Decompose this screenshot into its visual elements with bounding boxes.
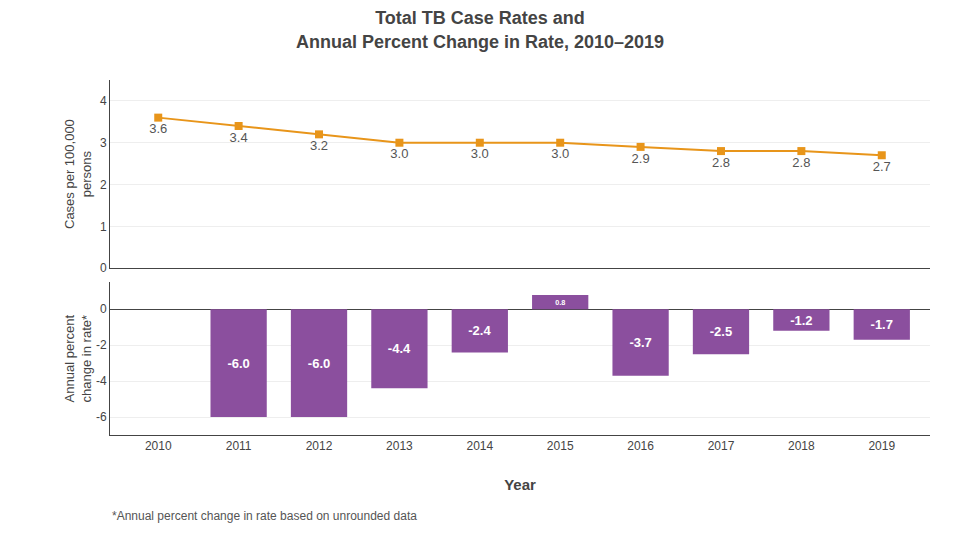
svg-text:-4.4: -4.4 (388, 341, 411, 356)
svg-text:3.4: 3.4 (230, 130, 248, 145)
svg-text:2019: 2019 (868, 439, 895, 453)
svg-text:2.9: 2.9 (632, 151, 650, 166)
svg-text:3.0: 3.0 (471, 146, 489, 161)
svg-text:3.0: 3.0 (551, 146, 569, 161)
svg-text:-2: -2 (96, 338, 107, 352)
svg-text:-1.2: -1.2 (790, 313, 812, 328)
svg-text:Total TB Case Rates andAnnual: Total TB Case Rates andAnnual Percent Ch… (296, 8, 664, 51)
svg-text:Year: Year (504, 476, 536, 493)
svg-text:Annual percentchange in rate*: Annual percentchange in rate* (62, 315, 94, 403)
svg-text:-6.0: -6.0 (308, 356, 330, 371)
svg-text:4: 4 (100, 94, 107, 108)
svg-text:2016: 2016 (627, 439, 654, 453)
svg-text:-4: -4 (96, 374, 107, 388)
svg-text:2.8: 2.8 (792, 155, 810, 170)
svg-text:Cases per 100,000persons: Cases per 100,000persons (62, 119, 94, 229)
svg-text:*Annual percent change in rate: *Annual percent change in rate based on … (112, 509, 417, 523)
svg-text:-6.0: -6.0 (227, 356, 249, 371)
svg-text:3.6: 3.6 (149, 121, 167, 136)
svg-text:2.8: 2.8 (712, 155, 730, 170)
svg-text:3.0: 3.0 (390, 146, 408, 161)
svg-text:0: 0 (100, 302, 107, 316)
svg-text:2.7: 2.7 (873, 159, 891, 174)
svg-text:2017: 2017 (708, 439, 735, 453)
svg-text:-6: -6 (96, 410, 107, 424)
svg-text:2014: 2014 (466, 439, 493, 453)
svg-text:2015: 2015 (547, 439, 574, 453)
svg-text:-2.4: -2.4 (468, 323, 491, 338)
svg-text:2013: 2013 (386, 439, 413, 453)
svg-text:1: 1 (100, 220, 107, 234)
svg-text:-1.7: -1.7 (871, 317, 893, 332)
svg-text:3.2: 3.2 (310, 138, 328, 153)
svg-text:-3.7: -3.7 (629, 335, 651, 350)
svg-text:2012: 2012 (306, 439, 333, 453)
svg-text:2: 2 (100, 178, 107, 192)
svg-text:-2.5: -2.5 (710, 324, 732, 339)
svg-text:2018: 2018 (788, 439, 815, 453)
svg-text:3: 3 (100, 136, 107, 150)
svg-text:2010: 2010 (145, 439, 172, 453)
svg-text:2011: 2011 (226, 439, 252, 453)
svg-text:0: 0 (100, 261, 107, 275)
svg-text:0.8: 0.8 (555, 298, 565, 307)
